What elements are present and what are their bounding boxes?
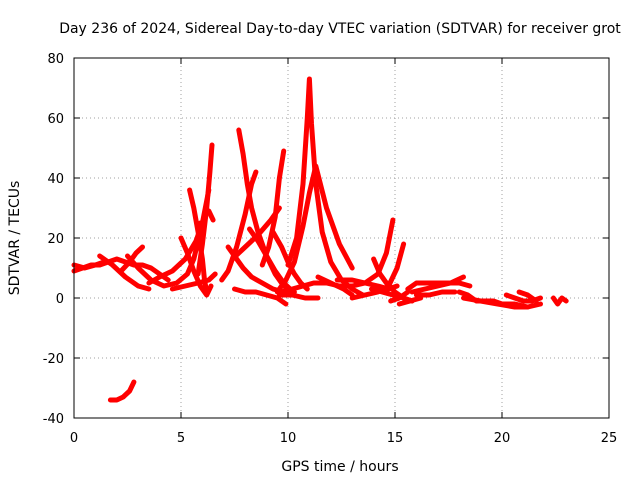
series-arc-dd bbox=[396, 295, 424, 307]
data-series-group bbox=[71, 76, 569, 403]
series-arc-d bbox=[118, 244, 145, 274]
series-arc-s bbox=[232, 286, 289, 307]
series-arc-e bbox=[125, 220, 203, 289]
y-tick-label: 60 bbox=[47, 112, 64, 127]
series-arc-n bbox=[219, 169, 259, 283]
x-tick-label: 15 bbox=[387, 431, 404, 446]
series-arc-jj bbox=[461, 295, 531, 310]
series-arc-mm bbox=[550, 295, 569, 307]
y-tick-label: 80 bbox=[47, 52, 64, 67]
y-tick-label: 20 bbox=[47, 232, 64, 247]
y-tick-label: 0 bbox=[56, 292, 64, 307]
y-tick-label: -20 bbox=[43, 352, 64, 367]
series-arc-r bbox=[259, 148, 287, 268]
y-tick-label: -40 bbox=[43, 412, 64, 427]
series-arc-j bbox=[195, 142, 215, 277]
series-arc-aa bbox=[349, 241, 407, 301]
series-arc-x bbox=[276, 292, 321, 301]
series-arc-gg bbox=[409, 274, 466, 295]
series-arc-ee bbox=[388, 289, 411, 304]
series-arc-cc bbox=[369, 286, 415, 304]
series-arc-ff bbox=[405, 280, 473, 292]
chart-title: Day 236 of 2024, Sidereal Day-to-day VTE… bbox=[59, 21, 621, 37]
series-arc-c bbox=[97, 253, 152, 292]
y-axis-label: SDTVAR / TECUs bbox=[7, 181, 23, 296]
axis-ticks: 0 5 10 15 20 25 -40 -20 0 20 40 60 80 bbox=[43, 52, 618, 446]
series-arc-hh bbox=[413, 289, 458, 298]
series-arc-b bbox=[71, 259, 107, 271]
series-arc-v bbox=[274, 163, 355, 295]
x-axis-label: GPS time / hours bbox=[281, 459, 398, 475]
series-arc-l bbox=[169, 271, 218, 292]
series-arc-y bbox=[315, 274, 355, 298]
series-arc-ll bbox=[516, 289, 539, 304]
x-tick-label: 20 bbox=[494, 431, 511, 446]
grid bbox=[74, 58, 609, 418]
x-tick-label: 0 bbox=[70, 431, 78, 446]
series-arc-f bbox=[107, 379, 137, 403]
y-tick-label: 40 bbox=[47, 172, 64, 187]
x-tick-label: 25 bbox=[601, 431, 618, 446]
x-tick-label: 10 bbox=[280, 431, 297, 446]
x-tick-label: 5 bbox=[177, 431, 185, 446]
series-arc-k bbox=[206, 208, 216, 223]
